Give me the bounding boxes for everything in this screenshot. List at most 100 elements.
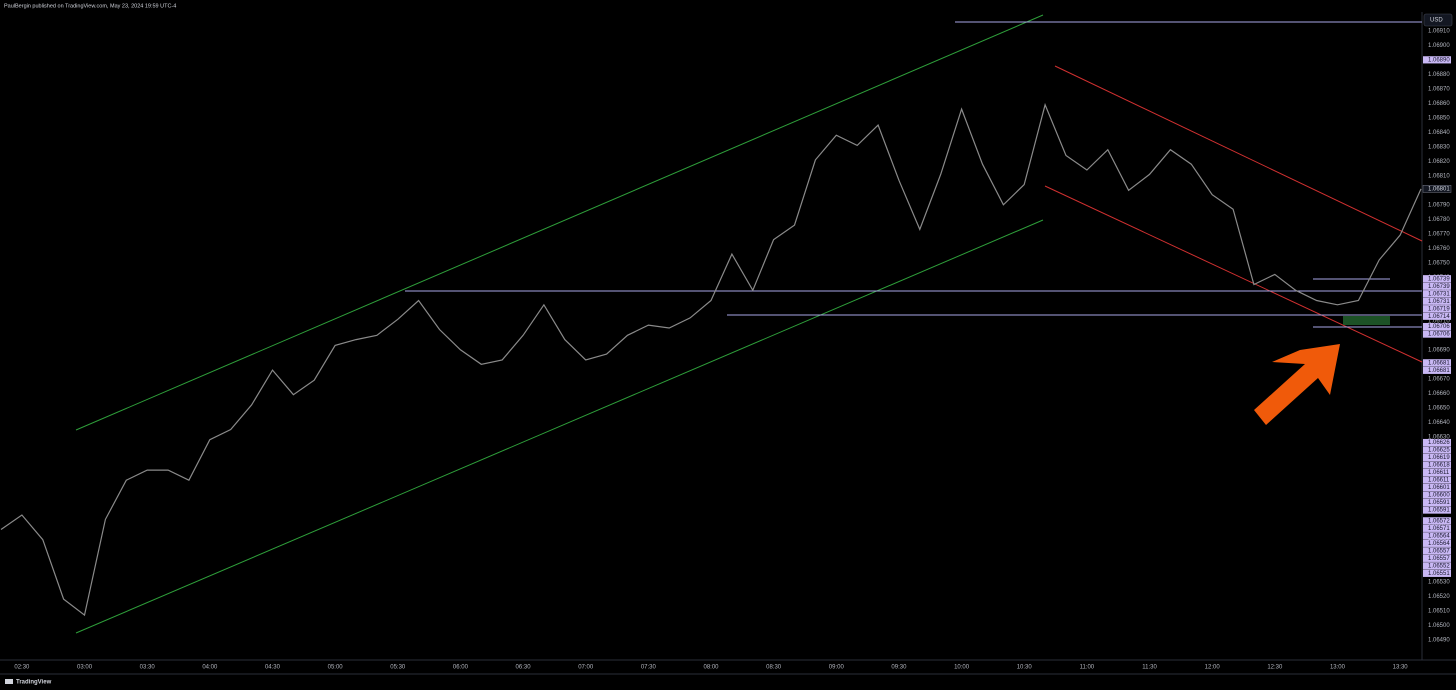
price-label: 1.06564 — [1428, 533, 1450, 539]
x-tick-label: 09:00 — [829, 665, 845, 671]
x-tick-label: 02:30 — [14, 665, 30, 671]
x-tick-label: 04:00 — [202, 665, 218, 671]
x-tick-label: 04:30 — [265, 665, 281, 671]
price-label: 1.06552 — [1428, 563, 1450, 569]
x-tick-label: 05:00 — [328, 665, 344, 671]
price-label: 1.06551 — [1428, 571, 1450, 577]
y-tick-label: 1.06630 — [1428, 434, 1450, 440]
brand-logo — [5, 679, 13, 684]
y-tick-label: 1.06750 — [1428, 260, 1450, 266]
price-label-box — [1423, 322, 1451, 331]
drawings — [75, 14, 1423, 634]
price-label-box — [1423, 446, 1451, 454]
price-label-box — [1423, 554, 1451, 562]
y-tick-label: 1.06900 — [1428, 43, 1450, 49]
price-label-box — [1423, 359, 1451, 367]
x-tick-label: 09:30 — [891, 665, 907, 671]
price-line — [0, 102, 1422, 617]
price-label: 1.06706 — [1428, 332, 1450, 338]
arrow — [1254, 344, 1340, 425]
channel-lower — [75, 219, 1044, 634]
y-tick-label: 1.06880 — [1428, 72, 1450, 78]
currency-box — [1423, 13, 1453, 27]
price-label-box — [1423, 438, 1451, 447]
price-label-box — [1423, 468, 1451, 477]
price-label-box — [1423, 539, 1451, 547]
price-label: 1.06571 — [1428, 526, 1450, 532]
price-label: 1.06890 — [1428, 57, 1450, 63]
price-label-box — [1423, 562, 1451, 570]
zone-box — [1343, 316, 1390, 325]
price-label: 1.06572 — [1428, 518, 1450, 524]
y-tick-label: 1.06490 — [1428, 637, 1450, 643]
y-tick-label: 1.06810 — [1428, 173, 1450, 179]
y-tick-label: 1.06520 — [1428, 594, 1450, 600]
y-tick-label: 1.06830 — [1428, 144, 1450, 150]
x-tick-label: 07:30 — [641, 665, 657, 671]
price-label-box — [1423, 524, 1451, 532]
price-label: 1.06625 — [1428, 448, 1450, 454]
price-label: 1.06611 — [1428, 478, 1450, 484]
x-tick-label: 10:00 — [954, 665, 970, 671]
currency: USD — [1430, 18, 1443, 24]
y-tick-label: 1.06670 — [1428, 376, 1450, 382]
y-tick-label: 1.06650 — [1428, 405, 1450, 411]
price-label-box — [1423, 498, 1451, 507]
y-tick-label: 1.06690 — [1428, 347, 1450, 353]
price-label-box — [1423, 483, 1451, 492]
x-tick-label: 03:00 — [77, 665, 93, 671]
price-label-box — [1423, 476, 1451, 484]
price-label-box — [1423, 290, 1451, 298]
y-tick-label: 1.06530 — [1428, 579, 1450, 585]
price-label-box — [1423, 297, 1451, 305]
price-label: 1.06739 — [1428, 276, 1450, 282]
price-label-box — [1423, 532, 1451, 540]
x-tick-label: 10:30 — [1017, 665, 1033, 671]
y-tick-label: 1.06860 — [1428, 101, 1450, 107]
x-tick-label: 05:30 — [390, 665, 406, 671]
y-tick-label: 1.06500 — [1428, 623, 1450, 629]
x-tick-label: 08:00 — [703, 665, 719, 671]
brand: TradingView — [16, 680, 52, 686]
last-price-label: 1.06801 — [1428, 186, 1450, 192]
price-label: 1.06591 — [1428, 500, 1450, 506]
x-tick-label: 13:30 — [1393, 665, 1409, 671]
price-label: 1.06681 — [1428, 368, 1450, 374]
y-tick-label: 1.06710 — [1428, 318, 1450, 324]
y-tick-label: 1.06910 — [1428, 28, 1450, 34]
x-tick-label: 11:30 — [1142, 665, 1157, 671]
price-label-box — [1423, 461, 1451, 469]
price-label-box — [1423, 275, 1451, 283]
x-tick-label: 11:00 — [1080, 665, 1095, 671]
price-label-box — [1423, 569, 1451, 577]
price-label-box — [1423, 312, 1451, 320]
axes: 1.06910 1.06900 1.06890 1.06880 1.06870 1.068… — [14, 28, 1452, 671]
price-label-box — [1423, 453, 1451, 462]
price-label-box — [1423, 491, 1451, 499]
price-label: 1.06681 — [1428, 360, 1450, 366]
price-label: 1.06706 — [1428, 324, 1450, 330]
price-label: 1.06731 — [1428, 299, 1450, 305]
x-tick-label: 06:00 — [453, 665, 469, 671]
price-label-box — [1423, 305, 1451, 313]
y-tick-label: 1.06780 — [1428, 217, 1450, 223]
price-label: 1.06557 — [1428, 548, 1450, 554]
channel-upper — [75, 14, 1044, 431]
price-label: 1.06719 — [1428, 306, 1450, 312]
price-label-box — [1423, 517, 1451, 525]
price-label: 1.06591 — [1428, 508, 1450, 514]
publisher-line: PaulBergin published on TradingView.com,… — [4, 3, 176, 9]
x-tick-label: 12:30 — [1267, 665, 1283, 671]
down-channel-upper — [1054, 65, 1423, 242]
down-channel-lower — [1044, 185, 1423, 363]
x-tick-label: 08:30 — [766, 665, 782, 671]
price-label: 1.06714 — [1428, 314, 1450, 320]
y-tick-label: 1.06820 — [1428, 159, 1450, 165]
price-label: 1.06618 — [1428, 463, 1450, 469]
price-label-box — [1423, 330, 1451, 338]
x-tick-label: 06:30 — [516, 665, 532, 671]
y-tick-label: 1.06510 — [1428, 608, 1450, 614]
